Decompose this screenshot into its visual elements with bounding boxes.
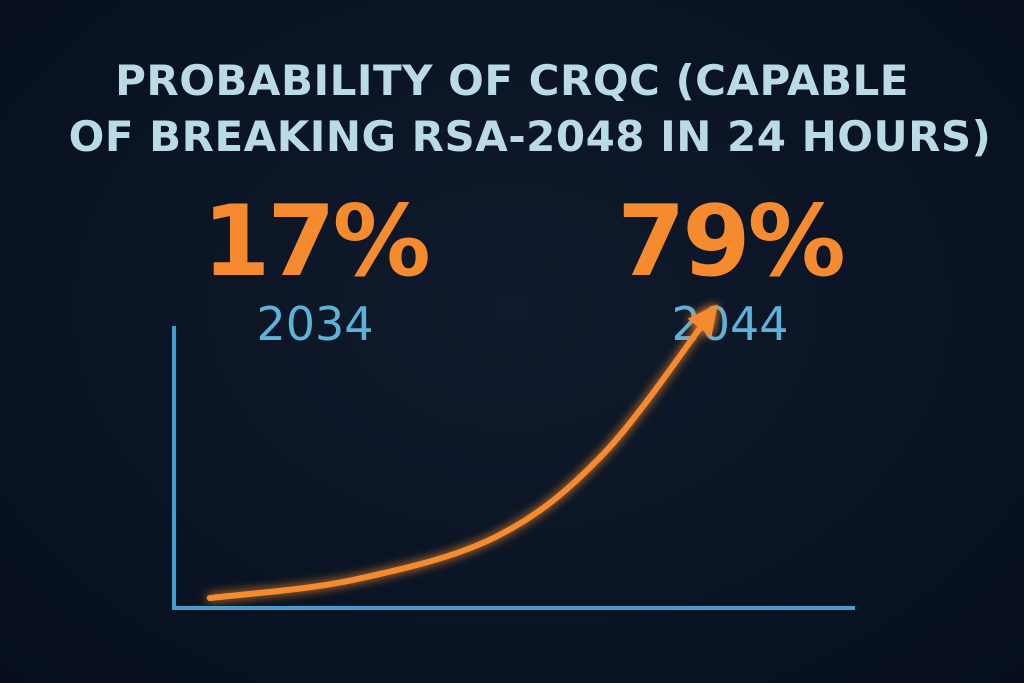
series-line-0 [206,309,715,601]
series-arrowhead-0 [687,304,718,337]
highlight-percent-2044: 79% [617,185,846,299]
highlight-2044: 79% 2044 [580,193,880,347]
chart-title-line-1: PROBABILITY OF CRQC (CAPABLE [115,56,909,105]
chart-title-line-2: OF BREAKING RSA-2048 IN 24 HOURS) [68,112,992,161]
highlight-2034: 17% 2034 [165,193,465,347]
highlight-year-2034: 2034 [256,297,374,351]
highlight-percent-2034: 17% [202,185,431,299]
